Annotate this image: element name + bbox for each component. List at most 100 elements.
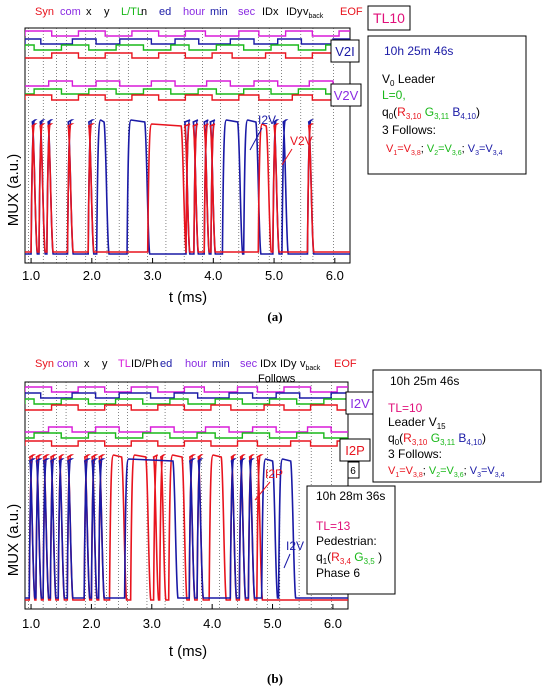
x-tick-label: 4.0 [204, 268, 222, 283]
info-follows-a: V1=V3,8; V2=V3,6; V3=V3,4 [386, 143, 503, 157]
x-tick-label: 4.0 [203, 616, 221, 631]
frame-field-labels-a: Syn com x y L/TLn ed hour min sec IDx IDy vback EOF [35, 6, 363, 20]
v2i-box-label: V2I [335, 44, 355, 59]
x-tick-label: 5.0 [263, 616, 281, 631]
info-box-b: 10h 25m 46s TL=10 Leader V15 q0(R3,10 G3… [372, 369, 542, 483]
digital-trace [25, 52, 350, 59]
curve-pointer-b [254, 481, 271, 501]
x-tick-label: 2.0 [83, 268, 101, 283]
series-line-i2v [25, 458, 348, 599]
x-tick-label: 6.0 [326, 268, 344, 283]
frame-field-label: sec [238, 6, 256, 18]
curve-label-i2p-b: I2P [265, 467, 283, 481]
frame-field-label: L/TL [121, 6, 143, 18]
frame-field-label: sec [240, 358, 258, 370]
x-tick-label: 3.0 [143, 616, 161, 631]
frame-field-label: ed [159, 6, 171, 18]
curve-pointer-a [249, 127, 263, 151]
i2p-box-label: I2P [345, 443, 365, 458]
curve-label-i2v-b: I2V [286, 539, 304, 553]
series-b [25, 454, 348, 601]
digital-trace [25, 440, 348, 447]
ped-phase: Phase 6 [316, 566, 360, 580]
x-axis-label-b: t (ms) [169, 643, 207, 660]
digital-trace [25, 398, 348, 405]
curve-label-v2v-a: V2V [290, 134, 313, 148]
series-line-i2p [25, 454, 348, 601]
plot-frame-a [24, 27, 351, 264]
i2p-box-number-box [347, 461, 360, 479]
frame-field-label: IDy [286, 6, 303, 18]
digital-trace [25, 38, 350, 45]
frame-field-label: IDx [260, 358, 277, 370]
x-tick-label: 2.0 [82, 616, 100, 631]
info-follows-b: V1=V3,8; V2=V3,6; V3=V3,4 [388, 465, 505, 479]
digital-trace [25, 432, 348, 439]
frame-field-label: TL [118, 358, 131, 370]
ped-label: Pedestrian: [316, 534, 377, 548]
x-axis-label-a: t (ms) [169, 289, 207, 306]
frame-field-label: EOF [340, 6, 363, 18]
series-line-v2v [25, 123, 350, 253]
digital-trace [25, 392, 348, 399]
info-tl-b: TL=10 [388, 401, 423, 415]
panel-label-a: (a) [267, 309, 282, 324]
info-leader-a: V0 Leader [382, 72, 435, 88]
frame-field-labels-b: Syn com x y TL ID/Ph ed hour min sec IDx IDy vback EO… [35, 358, 357, 372]
curve-pointer-b2 [283, 553, 291, 569]
frame-field-label: y [104, 6, 110, 18]
info-box-pedestrian: 10h 28m 36s TL=13 Pedestrian: q1(R3,4 G3… [306, 485, 396, 595]
frame-field-label: x [84, 358, 90, 370]
x-ticks-a: 1.0 2.0 3.0 4.0 5.0 6.0 [22, 258, 344, 283]
frame-field-label: vback [300, 358, 321, 372]
v2i-box [330, 39, 360, 63]
frame-field-label: EOF [334, 358, 357, 370]
frame-field-label: ed [160, 358, 172, 370]
curve-pointer-a2 [281, 148, 293, 166]
x-tick-label: 5.0 [265, 268, 283, 283]
digital-trace [25, 88, 350, 95]
follows-note: Follows [258, 373, 296, 385]
frame-field-label: com [57, 358, 78, 370]
frame-field-label: Syn [35, 358, 54, 370]
i2p-box-number: 6 [350, 466, 356, 477]
panel-b: Syn com x y TL ID/Ph ed hour min sec IDx IDy vback EO… [5, 358, 542, 686]
tl-badge-box [367, 5, 411, 31]
frame-field-label: hour [185, 358, 207, 370]
digital-trace [25, 94, 350, 101]
info-follows-title-a: 3 Follows: [382, 123, 436, 137]
digital-trace [25, 426, 348, 433]
digital-traces-a [25, 30, 350, 101]
frame-field-label: min [210, 6, 228, 18]
digital-trace [25, 386, 348, 393]
x-tick-label: 1.0 [22, 616, 40, 631]
info-time-a: 10h 25m 46s [384, 44, 453, 58]
y-axis-label-a: MUX (a.u.) [5, 154, 22, 227]
curve-label-i2v-a: I2V [258, 113, 276, 127]
v2v-box [330, 83, 362, 107]
i2p-box [339, 438, 371, 462]
grid-a [28, 28, 334, 263]
y-axis-label-b: MUX (a.u.) [5, 504, 22, 577]
x-tick-label: 1.0 [22, 268, 40, 283]
x-ticks-b: 1.0 2.0 3.0 4.0 5.0 6.0 [22, 604, 342, 631]
digital-trace [25, 80, 350, 87]
frame-field-label: Syn [35, 6, 54, 18]
digital-traces-b [25, 386, 348, 447]
frame-field-label: min [212, 358, 230, 370]
info-time-b: 10h 25m 46s [390, 374, 459, 388]
x-tick-label: 6.0 [324, 616, 342, 631]
ped-tl: TL=13 [316, 519, 351, 533]
frame-field-label: com [60, 6, 81, 18]
digital-trace [25, 404, 348, 411]
info-code-b: q0(R3,10 G3,11 B4,10) [388, 431, 486, 447]
frame-field-label: x [86, 6, 92, 18]
frame-field-label: y [102, 358, 108, 370]
info-l-value-a: L=0, [382, 88, 406, 102]
i2v-box-label: I2V [350, 396, 370, 411]
frame-field-label: n [141, 6, 147, 18]
frame-field-label: IDx [262, 6, 279, 18]
info-leader-b: Leader V15 [388, 415, 446, 431]
digital-trace [25, 30, 350, 37]
